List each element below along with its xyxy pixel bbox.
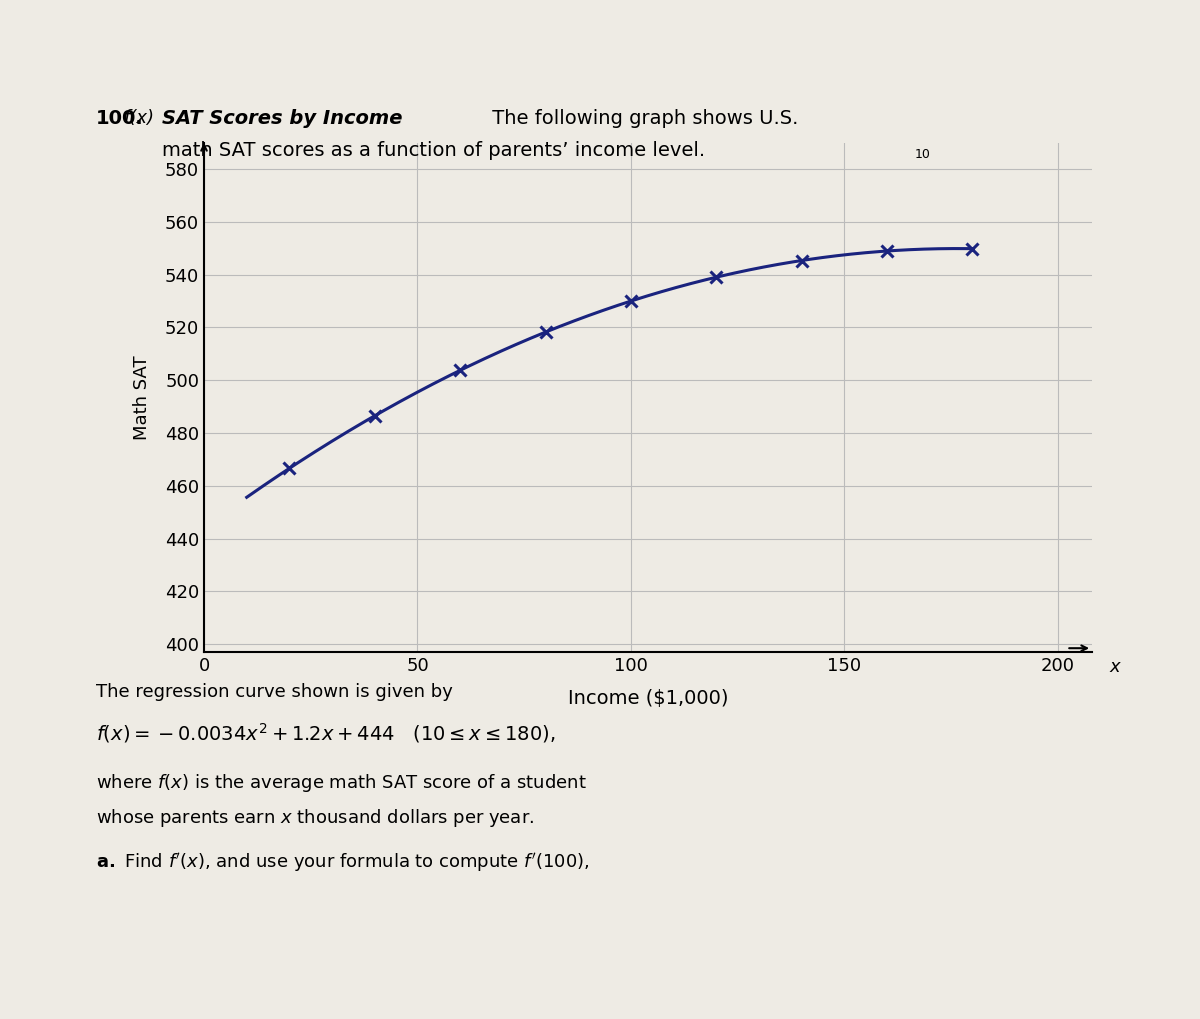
Text: x: x	[1110, 658, 1121, 677]
Text: 10: 10	[914, 148, 930, 161]
Text: whose parents earn $x$ thousand dollars per year.: whose parents earn $x$ thousand dollars …	[96, 807, 534, 829]
Text: The following graph shows U.S.: The following graph shows U.S.	[486, 109, 798, 128]
Text: f(x): f(x)	[124, 109, 155, 127]
Text: 100.: 100.	[96, 109, 144, 128]
Text: The regression curve shown is given by: The regression curve shown is given by	[96, 683, 452, 701]
Text: SAT Scores by Income: SAT Scores by Income	[162, 109, 402, 128]
Text: $f(x) = -0.0034x^2 + 1.2x + 444$   $(10 \leq x \leq 180),$: $f(x) = -0.0034x^2 + 1.2x + 444$ $(10 \l…	[96, 721, 556, 745]
X-axis label: Income ($1,000): Income ($1,000)	[568, 689, 728, 708]
Text: $\mathbf{a.}$ Find $f'(x)$, and use your formula to compute $f'(100)$,: $\mathbf{a.}$ Find $f'(x)$, and use your…	[96, 851, 589, 874]
Y-axis label: Math SAT: Math SAT	[133, 355, 151, 440]
Text: math SAT scores as a function of parents’ income level.: math SAT scores as a function of parents…	[162, 141, 706, 160]
Text: where $f(x)$ is the average math SAT score of a student: where $f(x)$ is the average math SAT sco…	[96, 772, 587, 795]
